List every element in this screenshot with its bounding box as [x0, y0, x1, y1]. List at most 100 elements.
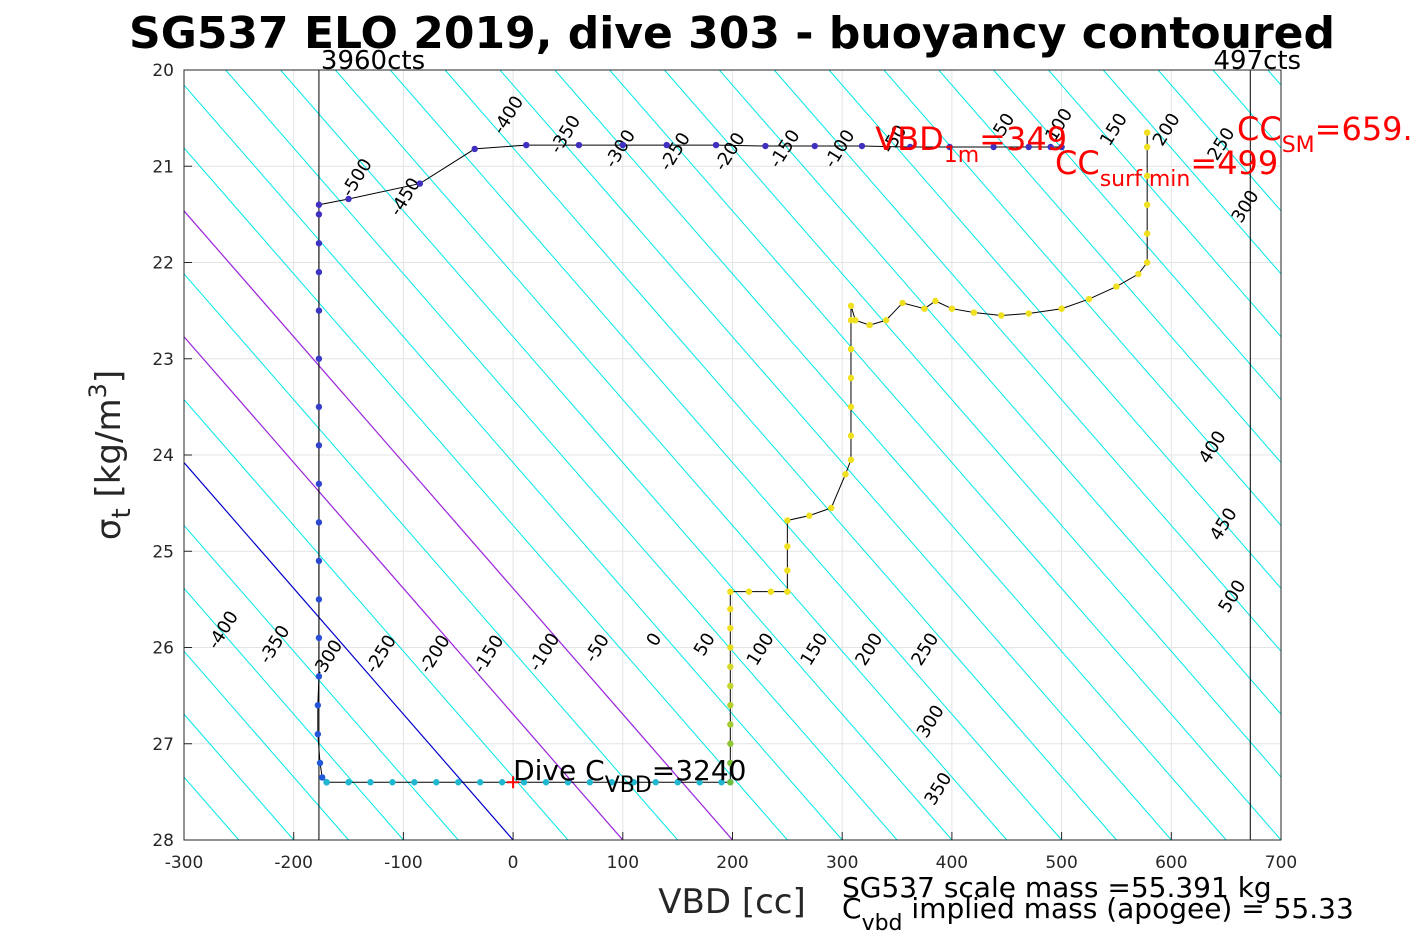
point-descent-vertical-10	[315, 596, 323, 603]
data-series	[314, 129, 1151, 786]
point-descent-vertical-7	[315, 480, 323, 488]
contour-line-1050	[993, 70, 1281, 401]
point-climb-27	[852, 317, 859, 324]
point-climb-12	[767, 588, 775, 595]
footer-line2-rest: implied mass (apogee) = 55.33	[903, 892, 1354, 925]
x-tick-label-0: -300	[165, 853, 204, 873]
point-descent-surface-6	[619, 141, 626, 149]
x-tick-label-1: -200	[274, 853, 313, 873]
point-climb-25	[847, 317, 855, 324]
point-climb-33	[948, 305, 956, 312]
point-climb-1	[727, 759, 734, 767]
point-climb-19	[842, 471, 849, 478]
point-descent-vertical-14	[314, 730, 322, 738]
point-descent-surface-11	[858, 142, 866, 150]
annotation-3-value: =3240	[652, 754, 747, 787]
annotation-1-sub: surf min	[1100, 167, 1191, 192]
point-climb-0	[727, 779, 734, 786]
point-apogee-pump-5	[433, 779, 440, 786]
contour-line-550	[444, 70, 1117, 840]
annotation-0: VBD1m=349	[875, 120, 1067, 168]
point-climb-22	[847, 403, 855, 411]
point-descent-surface-4	[523, 141, 530, 149]
count-label-0: 3960cts	[321, 46, 425, 76]
point-apogee-pump-3	[389, 779, 396, 786]
contour-line--50	[184, 524, 459, 840]
x-tick-label-4: 100	[607, 853, 639, 873]
point-climb-11	[745, 588, 753, 595]
point-descent-vertical-2	[315, 268, 323, 276]
markers	[507, 776, 520, 789]
point-climb-23	[847, 374, 855, 382]
point-climb-6	[727, 663, 734, 670]
y-tick-label-3: 23	[152, 350, 174, 370]
point-apogee-pump-10	[542, 779, 550, 786]
point-descent-vertical-9	[315, 557, 323, 565]
point-climb-26	[847, 302, 855, 310]
point-apogee-pump-14	[630, 779, 637, 786]
x-tick-label-9: 600	[1155, 853, 1187, 873]
contour-line-950	[883, 70, 1281, 527]
contour-line-magenta-100	[184, 335, 624, 840]
contour-line--100	[184, 587, 404, 840]
point-descent-surface-2	[416, 180, 424, 187]
point-climb-7	[727, 644, 734, 651]
x-tick-label-7: 400	[936, 853, 968, 873]
annotation-2-sub: SM	[1282, 133, 1315, 158]
point-descent-vertical-13	[314, 702, 322, 709]
point-descent-surface-1	[345, 195, 352, 203]
y-label-close: ]	[89, 370, 129, 383]
point-climb-8	[727, 625, 734, 632]
point-climb-16	[784, 517, 791, 524]
point-climb-44	[1143, 172, 1151, 180]
contour-line-1200	[1157, 70, 1281, 212]
point-apogee-pump-15	[652, 779, 659, 786]
svg-text:σt [kg/m3]: σt [kg/m3]	[84, 370, 137, 540]
point-descent-vertical-12	[315, 673, 323, 680]
annotation-1: CCsurf min=499	[1055, 144, 1278, 192]
contour-line-1150	[1102, 70, 1281, 275]
point-climb-42	[1143, 230, 1151, 237]
contour-line-150	[184, 273, 679, 840]
point-climb-43	[1143, 201, 1151, 208]
point-descent-surface-15	[1025, 143, 1032, 151]
point-descent-surface-12	[907, 143, 914, 151]
footer-line2-sub: vbd	[862, 911, 903, 936]
series-line-descent-surface	[318, 144, 1062, 206]
point-apogee-pump-12	[586, 779, 594, 786]
y-tick-label-2: 22	[152, 254, 174, 274]
contour-line-350	[225, 70, 898, 840]
point-climb-39	[1113, 283, 1120, 290]
y-tick-label-0: 20	[152, 61, 174, 81]
contour-line-1350	[1323, 70, 1417, 840]
annotation-2-main: CC	[1237, 110, 1282, 148]
point-climb-5	[727, 682, 734, 690]
y-label-sub: t	[107, 508, 137, 518]
y-tick-label-4: 24	[152, 446, 174, 466]
point-climb-38	[1085, 295, 1093, 303]
contour-line-400	[280, 70, 953, 840]
point-climb-18	[828, 504, 835, 512]
y-tick-label-8: 28	[152, 831, 174, 851]
point-descent-vertical-1	[315, 240, 323, 247]
contour-line-250	[184, 147, 788, 840]
contour-line-zero	[184, 461, 514, 840]
point-climb-31	[921, 305, 928, 312]
point-descent-surface-9	[762, 142, 769, 150]
point-climb-17	[806, 512, 813, 519]
point-apogee-pump-11	[564, 779, 572, 786]
point-descent-vertical-4	[315, 355, 323, 362]
contour-line-600	[499, 70, 1172, 840]
point-descent-vertical-5	[315, 403, 323, 411]
point-climb-10	[727, 588, 734, 595]
point-climb-13	[784, 588, 791, 595]
x-tick-label-6: 300	[826, 853, 858, 873]
x-axis-ticks: -300 -200 -100 0 100 200 300 400 500 600 700	[165, 832, 1297, 873]
point-descent-surface-10	[811, 142, 818, 150]
point-descent-vertical-16	[319, 774, 326, 781]
x-tick-label-10: 700	[1265, 853, 1297, 873]
point-climb-41	[1143, 259, 1151, 266]
contour-line-750	[664, 70, 1281, 778]
annotation-0-main: VBD	[875, 120, 943, 158]
annotation-1-main: CC	[1055, 144, 1100, 182]
